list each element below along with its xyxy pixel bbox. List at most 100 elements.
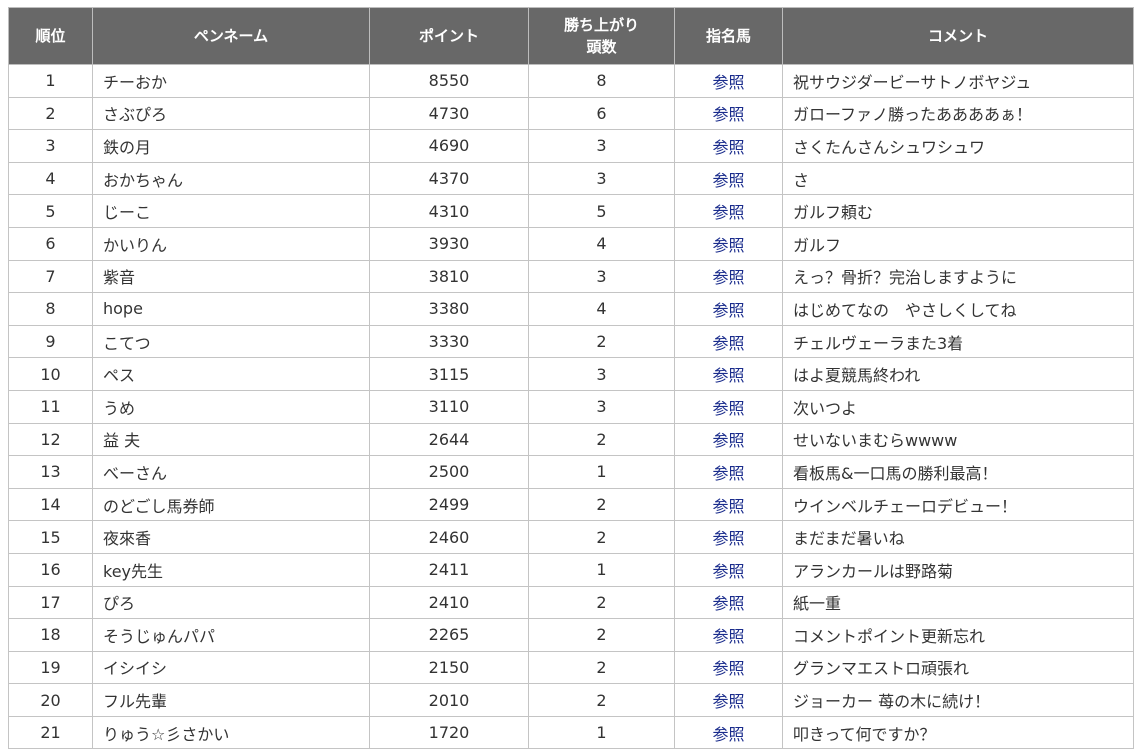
rank-cell: 8 xyxy=(8,292,93,326)
pen-name-cell: チーおか xyxy=(92,64,370,98)
pen-name-cell: 紫音 xyxy=(92,259,370,294)
table-row: 5 じーこ 4310 5 参照 ガルフ頼む xyxy=(8,194,1134,228)
table-row: 12 益 夫 2644 2 参照 せいないまむらwwww xyxy=(8,422,1134,457)
winning-horses-cell: 6 xyxy=(528,96,675,131)
pen-name-cell: のどごし馬券師 xyxy=(92,487,370,522)
rank-cell: 7 xyxy=(8,259,93,294)
points-cell: 8550 xyxy=(369,64,529,98)
comment-cell: せいないまむらwwww xyxy=(782,422,1134,457)
header-nominated-horses: 指名馬 xyxy=(674,7,783,65)
pen-name-cell: りゅう☆彡さかい xyxy=(92,715,370,750)
nominated-horses-link[interactable]: 参照 xyxy=(712,692,745,712)
rank-cell: 15 xyxy=(8,520,93,554)
pen-name-cell: うめ xyxy=(92,389,370,424)
comment-cell: コメントポイント更新忘れ xyxy=(782,618,1134,652)
pen-name-cell: 夜來香 xyxy=(92,520,370,554)
table-row: 4 おかちゃん 4370 3 参照 さ xyxy=(8,161,1134,196)
pen-name-cell: そうじゅんパパ xyxy=(92,618,370,652)
nominated-horses-link[interactable]: 参照 xyxy=(712,561,745,581)
nominated-horses-link[interactable]: 参照 xyxy=(712,203,745,223)
rank-cell: 1 xyxy=(8,64,93,98)
comment-cell: 紙一重 xyxy=(782,585,1134,620)
ranking-table: 順位 ペンネーム ポイント 勝ち上がり 頭数 指名馬 コメント 1 チーおか 855… xyxy=(8,7,1134,750)
pen-name-cell: こてつ xyxy=(92,324,370,359)
nominated-horses-cell: 参照 xyxy=(674,618,783,652)
nominated-horses-link[interactable]: 参照 xyxy=(712,300,745,320)
table-row: 1 チーおか 8550 8 参照 祝サウジダービーサトノボヤジュ xyxy=(8,64,1134,98)
nominated-horses-cell: 参照 xyxy=(674,96,783,131)
pen-name-cell: さぶぴろ xyxy=(92,96,370,131)
table-row: 15 夜來香 2460 2 参照 まだまだ暑いね xyxy=(8,520,1134,554)
nominated-horses-link[interactable]: 参照 xyxy=(712,235,745,255)
points-cell: 3810 xyxy=(369,259,529,294)
winning-horses-cell: 1 xyxy=(528,455,675,489)
nominated-horses-cell: 参照 xyxy=(674,324,783,359)
comment-cell: まだまだ暑いね xyxy=(782,520,1134,554)
nominated-horses-cell: 参照 xyxy=(674,650,783,685)
points-cell: 3380 xyxy=(369,292,529,326)
points-cell: 3115 xyxy=(369,357,529,391)
rank-cell: 6 xyxy=(8,226,93,261)
comment-cell: さ xyxy=(782,161,1134,196)
nominated-horses-cell: 参照 xyxy=(674,64,783,98)
nominated-horses-cell: 参照 xyxy=(674,422,783,457)
nominated-horses-link[interactable]: 参照 xyxy=(712,366,745,386)
comment-cell: 次いつよ xyxy=(782,389,1134,424)
points-cell: 4370 xyxy=(369,161,529,196)
table-row: 20 フル先輩 2010 2 参照 ジョーカー 苺の木に続け！ xyxy=(8,683,1134,717)
pen-name-cell: フル先輩 xyxy=(92,683,370,717)
nominated-horses-link[interactable]: 参照 xyxy=(712,724,745,744)
nominated-horses-link[interactable]: 参照 xyxy=(712,333,745,353)
points-cell: 4690 xyxy=(369,129,529,163)
rank-cell: 2 xyxy=(8,96,93,131)
comment-cell: ガルフ頼む xyxy=(782,194,1134,228)
table-row: 9 こてつ 3330 2 参照 チェルヴェーラまた3着 xyxy=(8,324,1134,359)
winning-horses-cell: 2 xyxy=(528,487,675,522)
points-cell: 2644 xyxy=(369,422,529,457)
nominated-horses-cell: 参照 xyxy=(674,585,783,620)
rank-cell: 14 xyxy=(8,487,93,522)
comment-cell: 祝サウジダービーサトノボヤジュ xyxy=(782,64,1134,98)
nominated-horses-link[interactable]: 参照 xyxy=(712,594,745,614)
winning-horses-cell: 3 xyxy=(528,161,675,196)
nominated-horses-link[interactable]: 参照 xyxy=(712,268,745,288)
pen-name-cell: 益 夫 xyxy=(92,422,370,457)
table-row: 3 鉄の月 4690 3 参照 さくたんさんシュワシュワ xyxy=(8,129,1134,163)
comment-cell: 看板馬&一口馬の勝利最高！ xyxy=(782,455,1134,489)
header-winning-horses: 勝ち上がり 頭数 xyxy=(528,7,675,65)
nominated-horses-link[interactable]: 参照 xyxy=(712,431,745,451)
nominated-horses-link[interactable]: 参照 xyxy=(712,496,745,516)
winning-horses-cell: 2 xyxy=(528,650,675,685)
nominated-horses-link[interactable]: 参照 xyxy=(712,170,745,190)
rank-cell: 13 xyxy=(8,455,93,489)
table-row: 21 りゅう☆彡さかい 1720 1 参照 叩きって何ですか？ xyxy=(8,715,1134,750)
nominated-horses-cell: 参照 xyxy=(674,357,783,391)
table-row: 8 hope 3380 4 参照 はじめてなの やさしくしてね xyxy=(8,292,1134,326)
nominated-horses-link[interactable]: 参照 xyxy=(712,72,745,92)
nominated-horses-link[interactable]: 参照 xyxy=(712,659,745,679)
table-row: 18 そうじゅんパパ 2265 2 参照 コメントポイント更新忘れ xyxy=(8,618,1134,652)
nominated-horses-link[interactable]: 参照 xyxy=(712,137,745,157)
nominated-horses-link[interactable]: 参照 xyxy=(712,463,745,483)
comment-cell: グランマエストロ頑張れ xyxy=(782,650,1134,685)
points-cell: 4310 xyxy=(369,194,529,228)
nominated-horses-cell: 参照 xyxy=(674,520,783,554)
table-row: 7 紫音 3810 3 参照 えっ？骨折？完治しますように xyxy=(8,259,1134,294)
table-row: 19 イシイシ 2150 2 参照 グランマエストロ頑張れ xyxy=(8,650,1134,685)
comment-cell: ガルフ xyxy=(782,226,1134,261)
nominated-horses-link[interactable]: 参照 xyxy=(712,105,745,125)
winning-horses-cell: 2 xyxy=(528,683,675,717)
pen-name-cell: ぴろ xyxy=(92,585,370,620)
nominated-horses-link[interactable]: 参照 xyxy=(712,626,745,646)
nominated-horses-link[interactable]: 参照 xyxy=(712,398,745,418)
winning-horses-cell: 4 xyxy=(528,226,675,261)
nominated-horses-cell: 参照 xyxy=(674,226,783,261)
comment-cell: アランカールは野路菊 xyxy=(782,552,1134,587)
header-pen-name: ペンネーム xyxy=(92,7,370,65)
nominated-horses-link[interactable]: 参照 xyxy=(712,529,745,549)
nominated-horses-cell: 参照 xyxy=(674,683,783,717)
comment-cell: 叩きって何ですか？ xyxy=(782,715,1134,750)
nominated-horses-cell: 参照 xyxy=(674,194,783,228)
winning-horses-cell: 2 xyxy=(528,618,675,652)
comment-cell: ジョーカー 苺の木に続け！ xyxy=(782,683,1134,717)
